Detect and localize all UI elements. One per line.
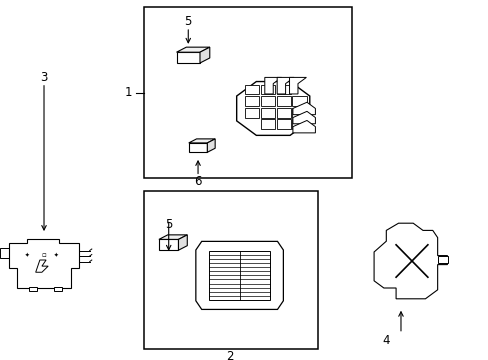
Polygon shape xyxy=(292,121,315,133)
Bar xyxy=(244,85,259,94)
Bar xyxy=(260,108,275,118)
Polygon shape xyxy=(9,239,79,288)
Polygon shape xyxy=(292,111,315,124)
Polygon shape xyxy=(207,139,215,152)
Text: ✦: ✦ xyxy=(54,253,59,258)
Bar xyxy=(54,287,62,291)
Bar xyxy=(276,85,290,94)
Polygon shape xyxy=(236,81,309,135)
Polygon shape xyxy=(36,260,48,272)
Bar xyxy=(292,119,306,129)
Text: 5: 5 xyxy=(164,219,172,231)
Bar xyxy=(260,96,275,106)
Polygon shape xyxy=(200,47,209,63)
Polygon shape xyxy=(195,241,283,310)
Polygon shape xyxy=(176,47,209,52)
Bar xyxy=(188,143,207,152)
Bar xyxy=(276,96,290,106)
Bar xyxy=(260,85,275,94)
Bar xyxy=(144,7,351,178)
Polygon shape xyxy=(277,77,293,94)
Bar xyxy=(437,256,447,263)
Bar xyxy=(176,52,200,63)
Bar xyxy=(244,108,259,118)
Text: 1: 1 xyxy=(124,86,132,99)
Bar xyxy=(292,108,306,118)
Text: 5: 5 xyxy=(184,15,192,28)
Bar xyxy=(292,96,306,106)
Text: 2: 2 xyxy=(225,350,233,360)
Bar xyxy=(29,287,37,291)
Polygon shape xyxy=(373,223,447,299)
Bar xyxy=(209,251,269,300)
Bar xyxy=(159,239,178,250)
Bar xyxy=(260,119,275,129)
Polygon shape xyxy=(159,235,187,239)
Polygon shape xyxy=(264,77,281,94)
Polygon shape xyxy=(178,235,187,250)
Polygon shape xyxy=(289,77,306,94)
Bar xyxy=(144,191,317,349)
Text: 4: 4 xyxy=(382,334,389,347)
Text: ✦: ✦ xyxy=(25,253,30,258)
Polygon shape xyxy=(188,139,215,143)
Text: ▫: ▫ xyxy=(41,252,46,258)
Bar xyxy=(244,96,259,106)
Text: 3: 3 xyxy=(40,71,48,84)
Text: 6: 6 xyxy=(194,175,202,188)
Bar xyxy=(276,108,290,118)
Polygon shape xyxy=(292,102,315,114)
Polygon shape xyxy=(0,248,9,258)
Bar xyxy=(276,119,290,129)
